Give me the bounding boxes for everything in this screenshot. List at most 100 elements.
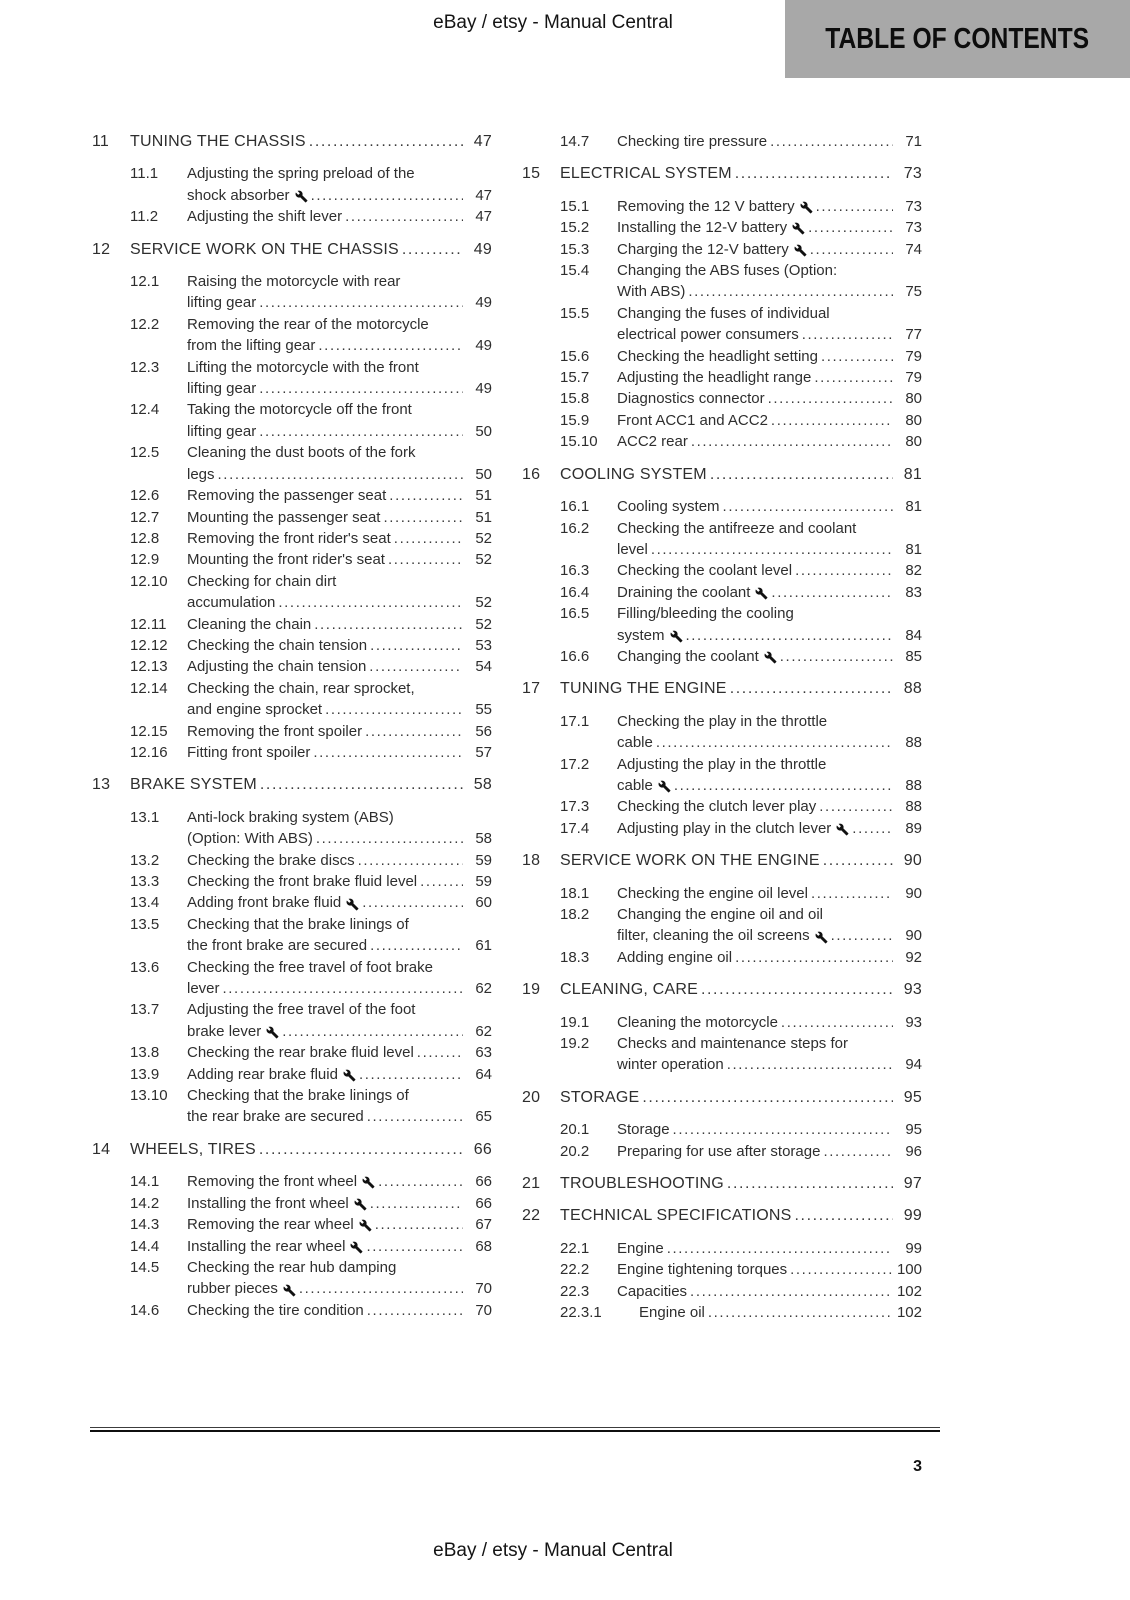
toc-entry-title: Removing the rear wheel — [187, 1216, 354, 1234]
toc-entry-line: Preparing for use after storage 96 — [617, 1141, 922, 1162]
toc-entry-number: 22.1 — [560, 1239, 590, 1257]
toc-entry-text: Anti-lock braking system (ABS) (Option: W… — [187, 807, 492, 850]
toc-entry: 12.2 Removing the rear of the motorcycle f… — [130, 314, 492, 357]
toc-entry: 15.9 Front ACC1 and ACC2 80 — [560, 410, 922, 431]
toc-entry-text: Capacities 102 — [617, 1281, 922, 1302]
toc-entry-title: Checking the antifreeze and coolant — [617, 519, 857, 537]
toc-entry: 15 ELECTRICAL SYSTEM 73 — [522, 163, 922, 184]
toc-entry-line: STORAGE 95 — [560, 1087, 922, 1108]
dot-leader — [313, 742, 463, 763]
toc-entry-text: Checking the rear hub damping rubber piec… — [187, 1257, 492, 1300]
toc-entry: 14.1 Removing the front wheel 66 — [130, 1171, 492, 1192]
toc-entry: 12.12 Checking the chain tension 53 — [130, 635, 492, 656]
toc-entry-number: 18 — [522, 852, 541, 870]
toc-entry-page: 74 — [905, 240, 922, 258]
toc-entry-page: 68 — [475, 1237, 492, 1255]
toc-entry-line: TECHNICAL SPECIFICATIONS 99 — [560, 1205, 922, 1226]
dot-leader — [819, 796, 893, 817]
toc-entry: 17 TUNING THE ENGINE 88 — [522, 678, 922, 699]
wrench-icon — [792, 222, 805, 235]
toc-entry: 16 COOLING SYSTEM 81 — [522, 464, 922, 485]
dot-leader — [259, 378, 463, 399]
toc-entry-line: Taking the motorcycle off the front — [187, 399, 492, 420]
toc-entry-number: 15.9 — [560, 411, 590, 429]
toc-entry-line: Changing the engine oil and oil — [617, 904, 922, 925]
toc-entry-title: Checking tire pressure — [617, 133, 768, 150]
toc-entry-text: ELECTRICAL SYSTEM 73 — [560, 163, 922, 184]
toc-entry-line: Removing the passenger seat 51 — [187, 485, 492, 506]
toc-entry-number: 12 — [92, 240, 111, 258]
toc-entry-title: Checking the coolant level — [617, 562, 793, 580]
toc-entry-page: 47 — [473, 133, 492, 150]
dot-leader — [730, 678, 893, 699]
toc-entry-title: Adding rear brake fluid — [187, 1065, 338, 1083]
toc-entry-page: 51 — [475, 508, 492, 526]
wrench-icon — [362, 1176, 375, 1189]
wrench-icon — [658, 780, 671, 793]
toc-entry-text: Checking the antifreeze and coolant level… — [617, 518, 922, 561]
toc-entry-text: Changing the ABS fuses (Option: With ABS)… — [617, 260, 922, 303]
toc-entry-text: Checking the play in the throttle cable 88 — [617, 711, 922, 754]
toc-entry-text: Adjusting play in the clutch lever 89 — [617, 818, 922, 839]
dot-leader — [814, 367, 893, 388]
toc-entry: 12.15 Removing the front spoiler 56 — [130, 721, 492, 742]
toc-entry-number: 12.14 — [130, 679, 168, 697]
toc-entry-text: Cooling system 81 — [617, 496, 922, 517]
toc-entry-title: Checking the rear brake fluid level — [187, 1044, 414, 1062]
toc-entry-title: Installing the rear wheel — [187, 1237, 346, 1255]
toc-entry-number: 16 — [522, 465, 541, 483]
toc-entry-line: and engine sprocket 55 — [187, 699, 492, 720]
toc-entry: 13.10 Checking that the brake linings of t… — [130, 1085, 492, 1128]
toc-entry-text: Adding front brake fluid 60 — [187, 892, 492, 913]
toc-entry-line: Removing the front rider's seat 52 — [187, 528, 492, 549]
toc-entry-line: Checking the play in the throttle — [617, 711, 922, 732]
toc-entry-line: Filling/bleeding the cooling — [617, 603, 922, 624]
toc-entry-page: 95 — [905, 1121, 922, 1139]
dot-leader — [795, 560, 893, 581]
dot-leader — [402, 239, 463, 260]
toc-entry-text: Adjusting the shift lever 47 — [187, 206, 492, 227]
toc-entry-line: Anti-lock braking system (ABS) — [187, 807, 492, 828]
toc-entry: 20.1 Storage 95 — [560, 1119, 922, 1140]
toc-entry-text: Checking for chain dirt accumulation 52 — [187, 571, 492, 614]
toc-entry-number: 15.3 — [560, 240, 590, 258]
toc-entry-page: 96 — [905, 1142, 922, 1160]
toc-entry-page: 51 — [475, 487, 492, 505]
toc-entry-page: 58 — [475, 830, 492, 848]
dot-leader — [367, 1300, 463, 1321]
toc-entry-line: Adjusting the chain tension 54 — [187, 656, 492, 677]
toc-entry-title: Cleaning the dust boots of the fork — [187, 444, 416, 462]
toc-entry: 11 TUNING THE CHASSIS 47 — [92, 131, 492, 152]
toc-entry: 13.9 Adding rear brake fluid 64 — [130, 1064, 492, 1085]
toc-entry-text: Checking the front brake fluid level 59 — [187, 871, 492, 892]
toc-entry-line: Adjusting the headlight range 79 — [617, 367, 922, 388]
toc-entry: 19 CLEANING, CARE 93 — [522, 979, 922, 1000]
toc-entry-page: 54 — [475, 658, 492, 676]
toc-entry-title: Engine — [617, 1239, 664, 1257]
toc-entry-line: lifting gear 50 — [187, 421, 492, 442]
toc-entry-page: 67 — [475, 1216, 492, 1234]
toc-entry-number: 15.6 — [560, 347, 590, 365]
toc-entry-page: 50 — [475, 465, 492, 483]
toc-entry-title: SERVICE WORK ON THE CHASSIS — [130, 240, 399, 258]
toc-entry-line: Adjusting play in the clutch lever 89 — [617, 818, 922, 839]
wrench-icon — [836, 823, 849, 836]
toc-entry-text: COOLING SYSTEM 81 — [560, 464, 922, 485]
dot-leader — [259, 1139, 463, 1160]
dot-leader — [370, 935, 463, 956]
toc-entry-page: 100 — [896, 1261, 922, 1279]
dot-leader — [768, 388, 893, 409]
toc-entry-title: Checking the play in the throttle — [617, 712, 828, 730]
toc-entry-page: 80 — [905, 390, 922, 408]
toc-entry: 18.2 Changing the engine oil and oil filte… — [560, 904, 922, 947]
wrench-icon — [755, 587, 768, 600]
toc-entry-text: Removing the rear of the motorcycle from … — [187, 314, 492, 357]
toc-entry-page: 52 — [475, 615, 492, 633]
toc-entry-page: 99 — [905, 1239, 922, 1257]
toc-entry: 12.14 Checking the chain, rear sprocket, a… — [130, 678, 492, 721]
toc-entry-line: Engine 99 — [617, 1238, 922, 1259]
toc-entry-title: Adding engine oil — [617, 948, 733, 966]
toc-entry-text: TROUBLESHOOTING 97 — [560, 1173, 922, 1194]
toc-entry-line: Adjusting the spring preload of the — [187, 163, 492, 184]
